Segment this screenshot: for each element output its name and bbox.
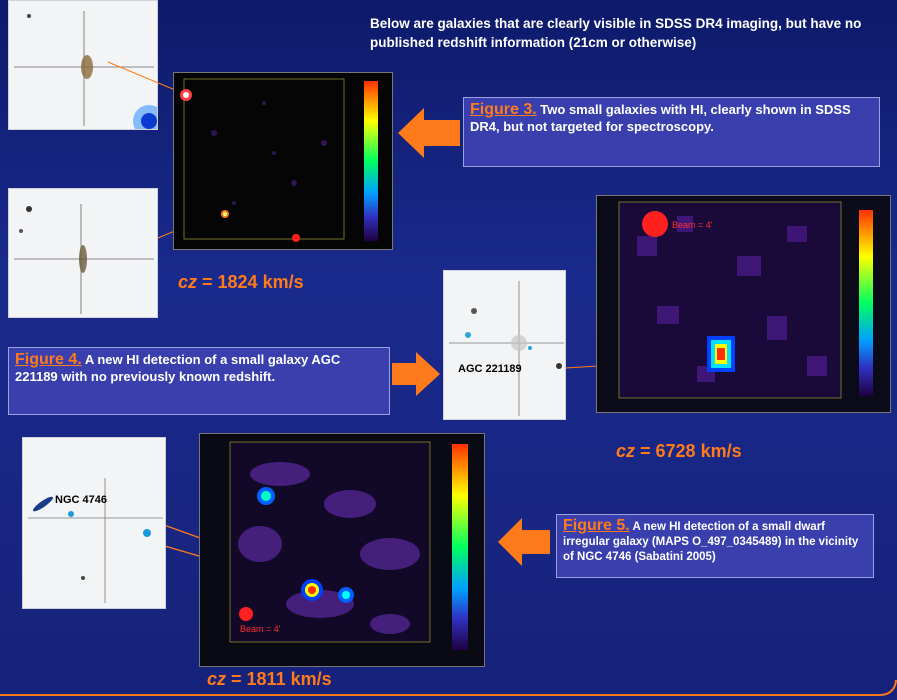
figure4-caption: Figure 4. A new HI detection of a small … [8,347,390,415]
arrow-left-icon-1 [398,108,460,158]
figure5-text: A new HI detection of a small dwarf irre… [563,521,859,563]
cz-var-1: cz [178,272,198,292]
hi-map-1 [173,72,393,250]
optical-image-3-graphic [449,281,564,416]
optical-image-4: NGC 4746 [22,437,166,609]
hi-map-1-graphic [174,73,392,249]
cz-value-1: = 1824 km/s [197,272,304,292]
cz-var-2: cz [616,441,636,461]
cz-label-1: cz = 1824 km/s [178,272,304,293]
arrow-right-icon [392,352,440,396]
optical-image-1 [8,0,158,130]
optical-image-3: AGC 221189 [443,270,566,420]
agc-label: AGC 221189 [458,363,522,375]
optical-image-4-graphic [28,478,163,603]
figure5-label: Figure 5. [563,517,630,534]
optical-image-2-graphic [14,204,154,314]
figure3-text: Two small galaxies with HI, clearly show… [470,102,851,134]
beam-label-2: Beam = 4' [672,220,713,230]
hi-map-3: Beam = 4' [199,433,485,667]
hi-map-3-graphic: Beam = 4' [200,434,484,666]
hi-map-2: Beam = 4' [596,195,891,413]
bottom-border [0,680,897,696]
ngc-label: NGC 4746 [55,494,107,506]
cz-label-3: cz = 1811 km/s [207,669,332,690]
cz-var-3: cz [207,669,227,689]
figure5-caption: Figure 5. A new HI detection of a small … [556,514,874,578]
figure4-text: A new HI detection of a small galaxy AGC… [15,352,341,384]
cz-value-3: = 1811 km/s [226,669,332,689]
figure4-label: Figure 4. [15,351,82,368]
arrow-left-icon-2 [498,518,550,566]
header-text: Below are galaxies that are clearly visi… [370,16,862,50]
cz-label-2: cz = 6728 km/s [616,441,742,462]
optical-image-2 [8,188,158,318]
cz-value-2: = 6728 km/s [635,441,742,461]
hi-map-2-graphic: Beam = 4' [597,196,890,412]
optical-image-1-graphic [14,11,157,129]
beam-label-3: Beam = 4' [240,624,281,634]
figure3-caption: Figure 3. Two small galaxies with HI, cl… [463,97,880,167]
figure3-label: Figure 3. [470,101,537,118]
